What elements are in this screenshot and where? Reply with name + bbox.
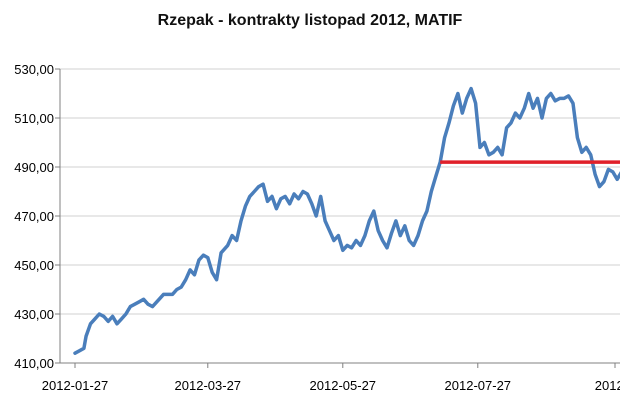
y-tick-label: 510,00 [14, 111, 54, 126]
x-tick-label: 2012-01-27 [42, 378, 109, 393]
series-line [73, 86, 620, 355]
y-tick-label: 490,00 [14, 160, 54, 175]
x-axis-ticks: 2012-01-27 2012-03-27 2012-05-27 2012-07-27… [42, 378, 620, 393]
axes [55, 68, 620, 368]
series-layer [73, 86, 620, 355]
x-tick-label: 2012-0 [595, 378, 620, 393]
y-tick-label: 450,00 [14, 258, 54, 273]
y-tick-label: 470,00 [14, 209, 54, 224]
x-tick-label: 2012-07-27 [445, 378, 512, 393]
y-tick-label: 530,00 [14, 62, 54, 77]
y-axis-ticks: 410,00 430,00 450,00 470,00 490,00 510,00 530,… [14, 62, 54, 371]
x-tick-label: 2012-05-27 [310, 378, 377, 393]
x-tick-label: 2012-03-27 [175, 378, 242, 393]
y-tick-label: 430,00 [14, 307, 54, 322]
y-tick-label: 410,00 [14, 356, 54, 371]
chart-title: Rzepak - kontrakty listopad 2012, MATIF [157, 12, 463, 29]
grid-lines [60, 68, 620, 315]
